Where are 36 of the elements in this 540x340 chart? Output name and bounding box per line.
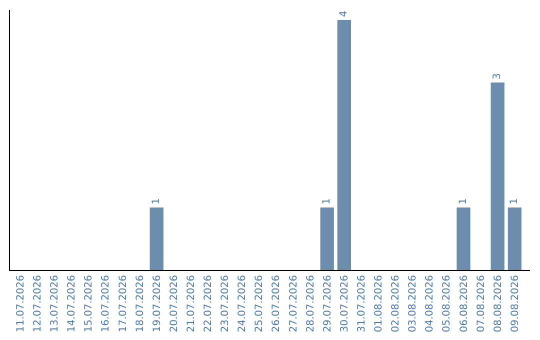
x-tick-label: 02.08.2026 xyxy=(390,275,402,332)
x-tick-label: 16.07.2026 xyxy=(100,275,112,332)
x-tick-label: 27.07.2026 xyxy=(288,275,300,332)
x-tick-label: 03.08.2026 xyxy=(408,275,419,332)
x-tick-label: 28.07.2026 xyxy=(305,275,316,332)
x-tick-label: 21.07.2026 xyxy=(186,275,197,332)
data-label: 1 xyxy=(458,198,470,204)
x-tick-label: 15.07.2026 xyxy=(84,275,95,332)
x-tick-label: 17.07.2026 xyxy=(118,275,129,332)
x-tick-label: 08.08.2026 xyxy=(492,275,504,332)
x-tick-label: 26.07.2026 xyxy=(271,275,282,332)
data-label: 1 xyxy=(322,198,333,204)
x-tick-label: 06.08.2026 xyxy=(458,275,470,332)
data-label: 4 xyxy=(338,10,350,17)
data-label: 1 xyxy=(509,198,520,204)
x-tick-label: 20.07.2026 xyxy=(168,275,180,332)
x-tick-label: 18.07.2026 xyxy=(134,275,146,332)
x-tick-label: 31.07.2026 xyxy=(356,275,368,332)
x-tick-label: 04.08.2026 xyxy=(424,275,436,332)
x-tick-label: 19.07.2026 xyxy=(152,275,163,332)
x-tick-label: 11.07.2026 xyxy=(15,275,26,332)
x-tick-label: 13.07.2026 xyxy=(50,275,61,332)
data-label: 3 xyxy=(492,73,504,80)
x-tick-label: 23.07.2026 xyxy=(220,275,232,332)
x-tick-label: 14.07.2026 xyxy=(66,275,78,332)
x-tick-label: 07.08.2026 xyxy=(476,275,487,332)
x-tick-label: 29.07.2026 xyxy=(322,275,334,332)
x-tick-label: 09.08.2026 xyxy=(510,275,521,332)
x-tick-label: 24.07.2026 xyxy=(237,275,248,332)
data-label: 1 xyxy=(151,198,162,204)
x-tick-label: 25.07.2026 xyxy=(254,275,266,332)
x-tick-label: 01.08.2026 xyxy=(374,275,385,332)
x-tick-label: 30.07.2026 xyxy=(339,275,350,332)
x-tick-label: 05.08.2026 xyxy=(442,275,453,332)
x-tick-label: 12.07.2026 xyxy=(32,275,44,332)
x-tick-label: 22.07.2026 xyxy=(203,275,214,332)
